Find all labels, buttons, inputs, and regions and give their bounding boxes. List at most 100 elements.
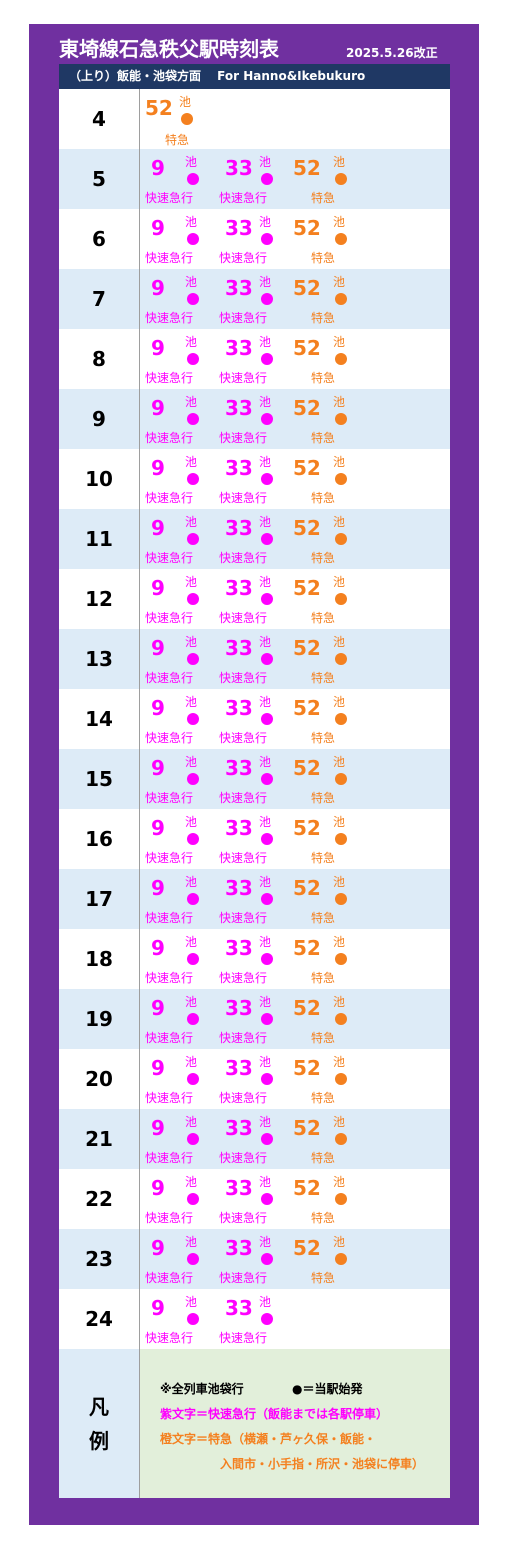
destination-ikebukuro: 池 [333,275,346,289]
departure-minute: 33 [225,1176,253,1200]
departure-minute: 33 [225,636,253,660]
departure-minute: 33 [225,336,253,360]
hour-row: 21 9 池快速急行 33 池快速急行 52 池特急 [59,1109,450,1169]
hour-row: 24 9 池快速急行 33 池快速急行 [59,1289,450,1349]
train-type: 快速急行 [219,671,268,685]
departure-minute: 9 [151,516,165,540]
departure: 9 池快速急行 [145,1109,215,1169]
train-type: 特急 [311,1271,336,1285]
destination-ikebukuro: 池 [333,515,346,529]
origin-dot-icon [261,893,273,905]
hour-label: 19 [59,989,140,1049]
timetable-frame: 東埼線石急秩父駅時刻表 2025.5.26改正 （上り）飯能・池袋方面 For … [29,24,479,1525]
hour-label: 14 [59,689,140,749]
departure-minute: 9 [151,456,165,480]
destination-ikebukuro: 池 [259,995,272,1009]
destination-ikebukuro: 池 [259,395,272,409]
destination-ikebukuro: 池 [179,95,192,109]
destination-ikebukuro: 池 [185,995,198,1009]
origin-dot-icon [261,953,273,965]
destination-ikebukuro: 池 [185,335,198,349]
hour-label: 11 [59,509,140,569]
origin-dot-icon [261,1313,273,1325]
destination-ikebukuro: 池 [259,875,272,889]
departure-minute: 9 [151,936,165,960]
train-type: 快速急行 [145,911,194,925]
origin-dot-icon [187,773,199,785]
destination-ikebukuro: 池 [259,1235,272,1249]
hour-row: 5 9 池快速急行 33 池快速急行 52 池特急 [59,149,450,209]
destination-ikebukuro: 池 [185,815,198,829]
departure: 33 池快速急行 [219,569,289,629]
departure-minute: 33 [225,1296,253,1320]
hour-row: 17 9 池快速急行 33 池快速急行 52 池特急 [59,869,450,929]
train-type: 快速急行 [145,791,194,805]
hour-row: 6 9 池快速急行 33 池快速急行 52 池特急 [59,209,450,269]
departure-minute: 9 [151,1236,165,1260]
legend-origin-mark: ●＝当駅始発 [292,1382,363,1396]
train-type: 快速急行 [219,371,268,385]
destination-ikebukuro: 池 [333,1175,346,1189]
hour-label: 17 [59,869,140,929]
train-type: 快速急行 [219,851,268,865]
destination-ikebukuro: 池 [259,275,272,289]
train-type: 快速急行 [219,791,268,805]
hour-row: 12 9 池快速急行 33 池快速急行 52 池特急 [59,569,450,629]
origin-dot-icon [261,413,273,425]
train-type: 快速急行 [219,971,268,985]
hour-row: 4 52 池特急 [59,89,450,149]
departure-minute: 52 [293,336,321,360]
train-type: 快速急行 [145,611,194,625]
origin-dot-icon [261,533,273,545]
departure: 9 池快速急行 [145,869,215,929]
destination-ikebukuro: 池 [259,1115,272,1129]
destination-ikebukuro: 池 [333,635,346,649]
train-type: 快速急行 [219,1031,268,1045]
departure-minute: 33 [225,696,253,720]
hour-label: 6 [59,209,140,269]
departure: 33 池快速急行 [219,1169,289,1229]
departure-minute: 52 [293,996,321,1020]
origin-dot-icon [261,1073,273,1085]
origin-dot-icon [335,1073,347,1085]
timetable-rows: 4 52 池特急 5 9 池快速急行 33 池快速急行 52 池特急 6 9 池快速急行 33 池快速急行 5… [59,89,450,1349]
departure-minute: 52 [293,1116,321,1140]
destination-ikebukuro: 池 [259,1295,272,1309]
train-type: 快速急行 [145,671,194,685]
departure-minute: 9 [151,576,165,600]
origin-dot-icon [335,173,347,185]
departure: 33 池快速急行 [219,749,289,809]
hour-row: 7 9 池快速急行 33 池快速急行 52 池特急 [59,269,450,329]
hour-row: 23 9 池快速急行 33 池快速急行 52 池特急 [59,1229,450,1289]
departure-minute: 9 [151,876,165,900]
train-type: 特急 [311,191,336,205]
origin-dot-icon [187,653,199,665]
hour-row: 10 9 池快速急行 33 池快速急行 52 池特急 [59,449,450,509]
train-type: 快速急行 [145,551,194,565]
train-type: 快速急行 [145,1331,194,1345]
train-type: 快速急行 [145,971,194,985]
departure: 52 池特急 [293,749,363,809]
train-type: 快速急行 [145,1271,194,1285]
destination-ikebukuro: 池 [333,455,346,469]
train-type: 快速急行 [219,311,268,325]
train-type: 快速急行 [145,251,194,265]
hour-label: 13 [59,629,140,689]
train-type: 快速急行 [145,1031,194,1045]
hour-row: 13 9 池快速急行 33 池快速急行 52 池特急 [59,629,450,689]
departure: 33 池快速急行 [219,389,289,449]
departure: 52 池特急 [293,269,363,329]
hour-label: 21 [59,1109,140,1169]
train-type: 特急 [311,1151,336,1165]
origin-dot-icon [187,473,199,485]
origin-dot-icon [261,1253,273,1265]
train-type: 特急 [311,551,336,565]
departure-minute: 52 [293,396,321,420]
legend-label: 凡 例 [59,1349,140,1498]
departure: 9 池快速急行 [145,209,215,269]
departure: 9 池快速急行 [145,1229,215,1289]
departure-minute: 52 [293,156,321,180]
departure: 52 池特急 [293,929,363,989]
hour-row: 20 9 池快速急行 33 池快速急行 52 池特急 [59,1049,450,1109]
hour-label: 8 [59,329,140,389]
